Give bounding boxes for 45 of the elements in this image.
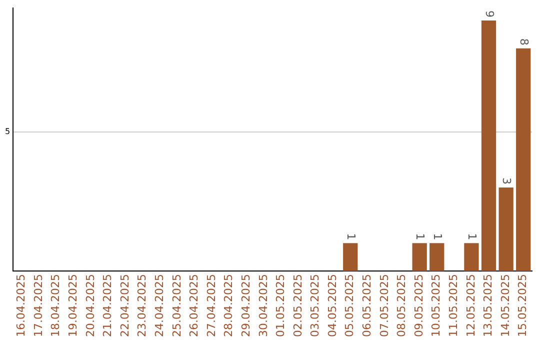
x-tick-label: 14.05.2025: [498, 274, 512, 338]
x-tick-label: 10.05.2025: [430, 274, 443, 338]
data-label: 8: [517, 38, 530, 46]
bar: [464, 243, 479, 272]
data-label: 1: [466, 233, 479, 240]
x-tick-label: 24.04.2025: [152, 274, 166, 338]
x-tick-label: 04.05.2025: [326, 274, 339, 338]
data-label: 1: [344, 233, 358, 240]
x-tick-label: 30.04.2025: [256, 274, 270, 338]
x-tick-label: 28.04.2025: [222, 274, 236, 338]
x-tick-label: 12.05.2025: [464, 274, 478, 338]
x-tick-label: 06.05.2025: [360, 274, 374, 338]
y-tick-label: 5: [4, 126, 10, 136]
x-tick-label: 20.04.2025: [84, 274, 97, 338]
data-label: 9: [482, 10, 496, 18]
x-tick-label: 16.04.2025: [14, 274, 28, 338]
bar: [481, 20, 496, 272]
x-tick-label: 19.04.2025: [66, 274, 80, 338]
x-tick-label: 09.05.2025: [412, 274, 426, 338]
bar: [430, 243, 444, 272]
x-tick-label: 13.05.2025: [482, 274, 495, 338]
x-tick-label: 23.04.2025: [136, 274, 149, 338]
x-tick-label: 18.04.2025: [49, 274, 62, 338]
x-tick-label: 21.04.2025: [101, 274, 114, 338]
data-label: 3: [500, 178, 514, 185]
x-tick-label: 05.05.2025: [343, 274, 356, 338]
bar: [516, 48, 531, 272]
x-tick-label: 25.04.2025: [170, 274, 184, 338]
x-tick-label: 03.05.2025: [308, 274, 322, 338]
x-tick-label: 27.04.2025: [204, 274, 218, 338]
x-tick-label: 07.05.2025: [378, 274, 391, 338]
x-tick-label: 01.05.2025: [274, 274, 288, 338]
x-tick-label: 17.04.2025: [32, 274, 45, 338]
x-tick-label: 15.05.2025: [516, 274, 530, 338]
x-tick-label: 11.05.2025: [447, 274, 460, 338]
x-tick-label: 26.04.2025: [188, 274, 201, 338]
x-tick-label: 08.05.2025: [395, 274, 408, 338]
bar: [412, 243, 427, 272]
x-tick-label: 29.04.2025: [239, 274, 252, 338]
bar: [343, 243, 358, 272]
x-tick-label: 22.04.2025: [118, 274, 132, 338]
data-label: 1: [431, 233, 444, 240]
x-tick-label: 02.05.2025: [291, 274, 304, 338]
data-label: 1: [414, 233, 427, 240]
bar: [498, 188, 514, 272]
